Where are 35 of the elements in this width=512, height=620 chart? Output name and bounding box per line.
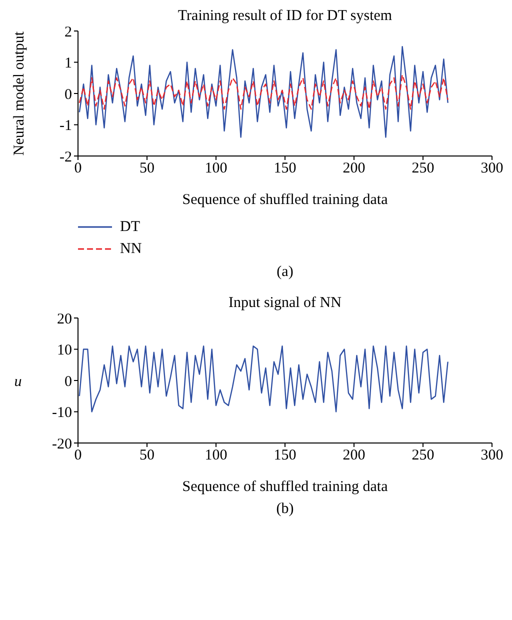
line-series (78, 46, 448, 138)
y-tick-label: 0 (64, 374, 72, 390)
y-tick-label: -20 (52, 436, 72, 452)
x-tick-label: 150 (274, 160, 296, 177)
x-tick-label: 100 (204, 448, 228, 464)
text: (b) (275, 501, 295, 518)
chart-title: Input signal of NN (228, 295, 342, 312)
line-series (78, 346, 448, 412)
x-tick-label: 150 (274, 448, 296, 464)
y-tick-label: 2 (64, 24, 72, 40)
x-tick-label: 50 (140, 448, 154, 464)
y-axis-title: Neural model output (11, 30, 28, 156)
x-tick-label: 200 (342, 160, 366, 177)
chart-title: Training result of ID for DT system (176, 8, 394, 25)
text: (a) (276, 264, 294, 281)
legend-label: NN (120, 240, 142, 258)
y-tick-label: -10 (52, 405, 72, 422)
y-tick-label: 1 (64, 56, 72, 72)
x-tick-label: 300 (480, 160, 504, 177)
y-tick-label: 0 (64, 86, 72, 103)
line-series (78, 74, 448, 110)
y-tick-label: -2 (60, 149, 72, 166)
y-axis-title: u (14, 374, 22, 390)
x-tick-label: 250 (412, 160, 434, 177)
x-tick-label: 200 (342, 448, 366, 464)
y-tick-label: 20 (57, 311, 72, 328)
x-axis-title: Sequence of shuffled training data (182, 192, 388, 208)
legend-label: DT (120, 218, 140, 236)
x-tick-label: 300 (480, 448, 504, 464)
x-tick-label: 100 (204, 160, 228, 177)
x-tick-label: 50 (140, 160, 154, 177)
x-tick-label: 250 (412, 448, 434, 464)
y-tick-label: -1 (60, 118, 72, 134)
y-tick-label: 10 (57, 342, 72, 359)
x-axis-title: Sequence of shuffled training data (182, 479, 388, 495)
